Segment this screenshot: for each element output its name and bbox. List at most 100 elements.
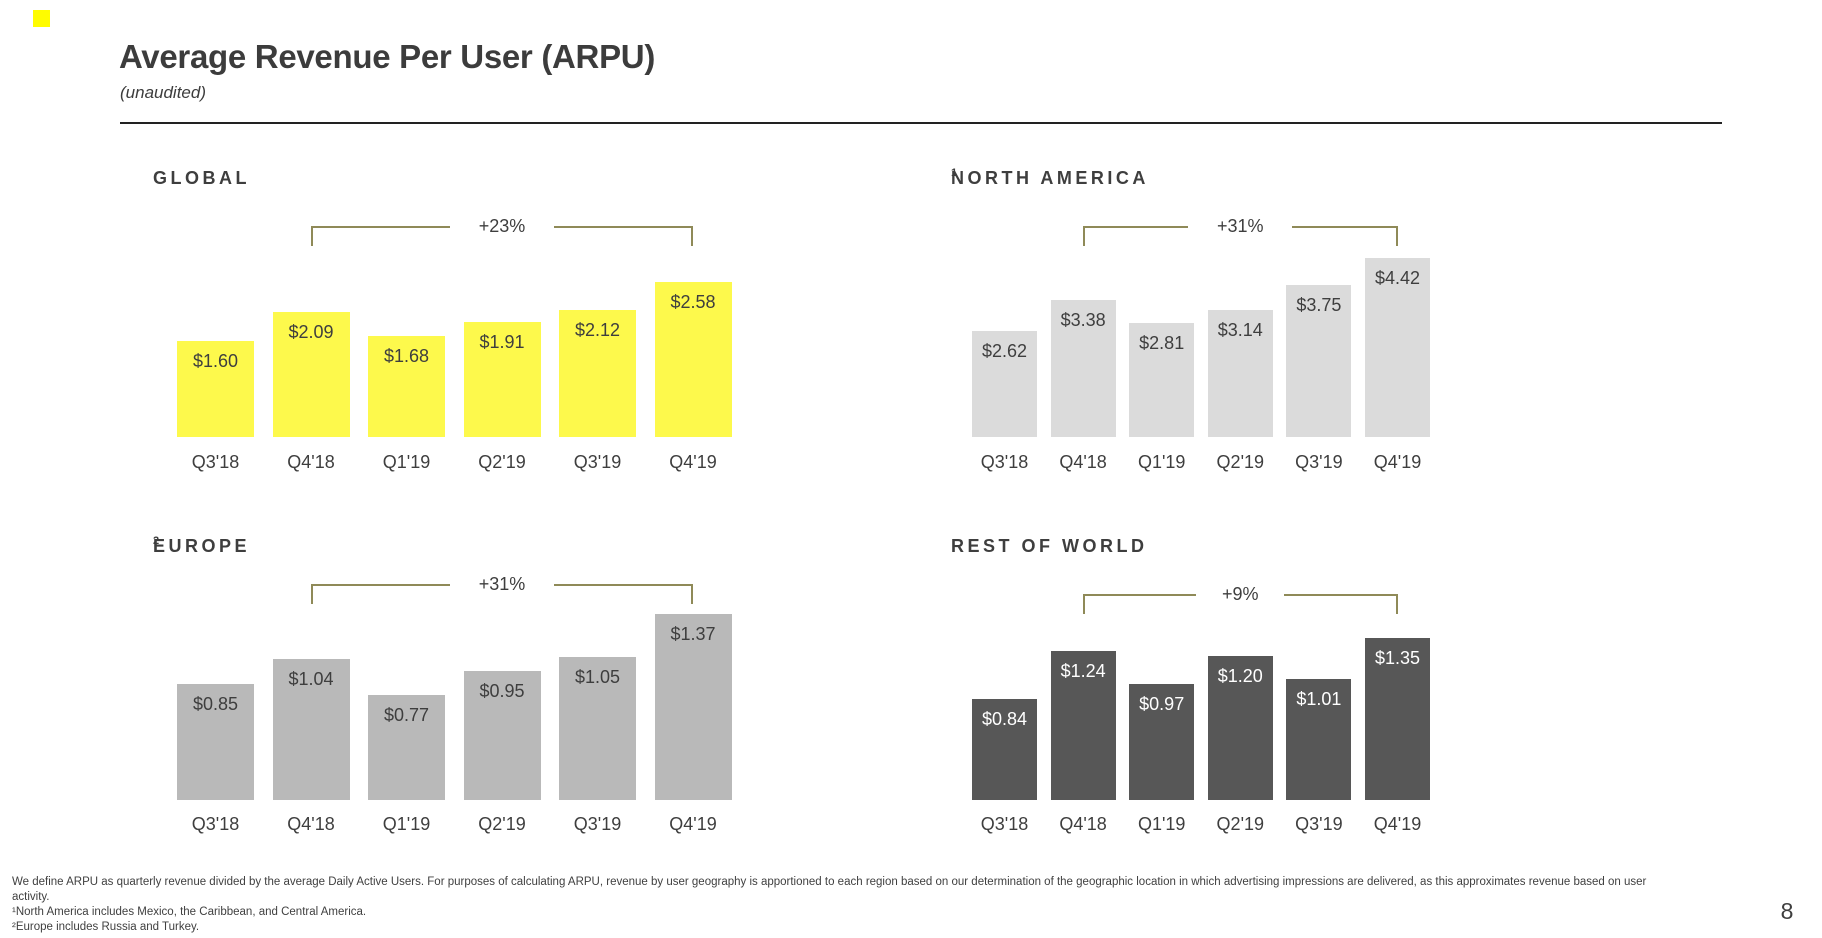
axis-label: Q4'18: [287, 814, 335, 834]
bar-value-label: $3.75: [1296, 295, 1342, 315]
growth-bracket-tick-left: [311, 584, 313, 604]
chart-title-text: REST OF WORLD: [951, 536, 1148, 556]
bar-q3-19: [1286, 285, 1351, 437]
bar-value-label: $0.85: [192, 694, 239, 714]
footnote-north-america: ¹North America includes Mexico, the Cari…: [12, 906, 367, 918]
axis-label: Q4'19: [1373, 814, 1422, 834]
bar-value-label: $3.14: [1217, 320, 1263, 340]
growth-bracket-line-right: [554, 226, 693, 228]
growth-bracket-tick-right: [691, 226, 693, 246]
growth-bracket-line-right: [1284, 594, 1398, 596]
bar-q4-19: [1365, 638, 1430, 800]
growth-percentage-label: +31%: [1217, 216, 1264, 236]
growth-percentage-label: +9%: [1222, 584, 1259, 604]
bar-value-label: $4.42: [1374, 268, 1421, 288]
bar-q3-19: [1286, 679, 1351, 800]
growth-bracket-tick-left: [311, 226, 313, 246]
axis-label: Q3'18: [191, 814, 240, 834]
bar-q3-18: [972, 331, 1037, 437]
axis-label: Q3'18: [980, 814, 1029, 834]
growth-percentage-label: +31%: [478, 574, 526, 594]
axis-label: Q4'18: [287, 452, 335, 472]
brand-logo-square: [33, 10, 50, 27]
bar-value-label: $2.62: [981, 341, 1028, 361]
bar-q1-19: [1129, 323, 1194, 437]
bar-value-label: $0.95: [479, 681, 525, 701]
axis-label: Q1'19: [1137, 814, 1186, 834]
bar-q2-19: [1208, 310, 1273, 437]
bar-q3-19: [559, 657, 636, 800]
footnotes: We define ARPU as quarterly revenue divi…: [12, 875, 1662, 935]
axis-label: Q2'19: [1216, 452, 1265, 472]
axis-label: Q1'19: [1137, 452, 1186, 472]
bar-value-label: $2.81: [1139, 333, 1185, 353]
growth-bracket-line-left: [1083, 594, 1197, 596]
bar-value-label: $1.35: [1374, 648, 1421, 668]
axis-label: Q4'19: [1373, 452, 1422, 472]
axis-label: Q1'19: [382, 452, 431, 472]
bar-q1-19: [1129, 684, 1194, 800]
bar-q3-18: [177, 684, 254, 800]
growth-bracket-tick-right: [1395, 594, 1398, 614]
bar-q2-19: [464, 322, 541, 437]
chart-title-text: GLOBAL: [153, 168, 250, 188]
axis-label: Q2'19: [478, 452, 526, 472]
bar-value-label: $1.60: [192, 351, 239, 371]
bar-q4-18: [1051, 651, 1116, 800]
bar-value-label: $2.58: [670, 292, 716, 312]
chart-title-superscript: 2: [153, 535, 161, 547]
axis-label: Q4'18: [1059, 814, 1107, 834]
bar-value-label: $1.05: [574, 667, 621, 687]
axis-label: Q1'19: [382, 814, 431, 834]
axis-label: Q2'19: [478, 814, 526, 834]
growth-bracket-line-left: [311, 584, 450, 586]
bar-value-label: $2.09: [288, 322, 334, 342]
growth-bracket-line-right: [1292, 226, 1398, 228]
bar-value-label: $0.77: [383, 705, 430, 725]
growth-bracket-line-right: [554, 584, 693, 586]
footnote-europe: ²Europe includes Russia and Turkey.: [12, 921, 200, 933]
footnote-definition: We define ARPU as quarterly revenue divi…: [12, 876, 1647, 903]
bar-q1-19: [368, 336, 445, 437]
bar-q3-19: [559, 310, 636, 437]
axis-label: Q4'18: [1059, 452, 1107, 472]
growth-bracket-tick-left: [1083, 594, 1086, 614]
bar-value-label: $2.12: [574, 320, 621, 340]
bar-q4-18: [1051, 300, 1116, 437]
chart-title: NORTH AMERICA 1: [951, 167, 1145, 189]
axis-label: Q2'19: [1216, 814, 1265, 834]
bar-q2-19: [1208, 656, 1273, 800]
page-number: 8: [1780, 898, 1794, 924]
axis-label: Q3'19: [1295, 452, 1343, 472]
growth-percentage-label: +23%: [478, 216, 526, 236]
axis-label: Q4'19: [669, 814, 717, 834]
bar-q4-19: [655, 614, 732, 800]
growth-bracket-tick-right: [1395, 226, 1398, 246]
chart-title-text: EUROPE: [153, 536, 251, 556]
bar-value-label: $1.24: [1060, 661, 1106, 681]
bar-q4-18: [273, 659, 350, 800]
growth-bracket-tick-left: [1083, 226, 1086, 246]
axis-label: Q4'19: [669, 452, 717, 472]
bar-value-label: $1.91: [479, 332, 525, 352]
page-title: Average Revenue Per User (ARPU): [119, 38, 656, 75]
axis-label: Q3'18: [191, 452, 240, 472]
chart-title-superscript: 1: [951, 167, 959, 179]
growth-bracket-line-left: [1083, 226, 1189, 228]
growth-bracket-line-left: [311, 226, 450, 228]
bar-q3-18: [972, 699, 1037, 800]
bar-value-label: $1.20: [1217, 666, 1263, 686]
title-divider: [120, 122, 1722, 124]
bar-value-label: $1.01: [1296, 689, 1342, 709]
bar-value-label: $0.84: [981, 709, 1028, 729]
bar-value-label: $3.38: [1060, 310, 1106, 330]
bar-q3-18: [177, 341, 254, 437]
chart-title-text: NORTH AMERICA: [951, 168, 1149, 188]
bar-q1-19: [368, 695, 445, 800]
subtitle: (unaudited): [120, 83, 207, 102]
growth-bracket-tick-right: [691, 584, 693, 604]
bar-value-label: $1.04: [288, 669, 334, 689]
bar-q4-18: [273, 312, 350, 437]
axis-label: Q3'19: [1295, 814, 1343, 834]
